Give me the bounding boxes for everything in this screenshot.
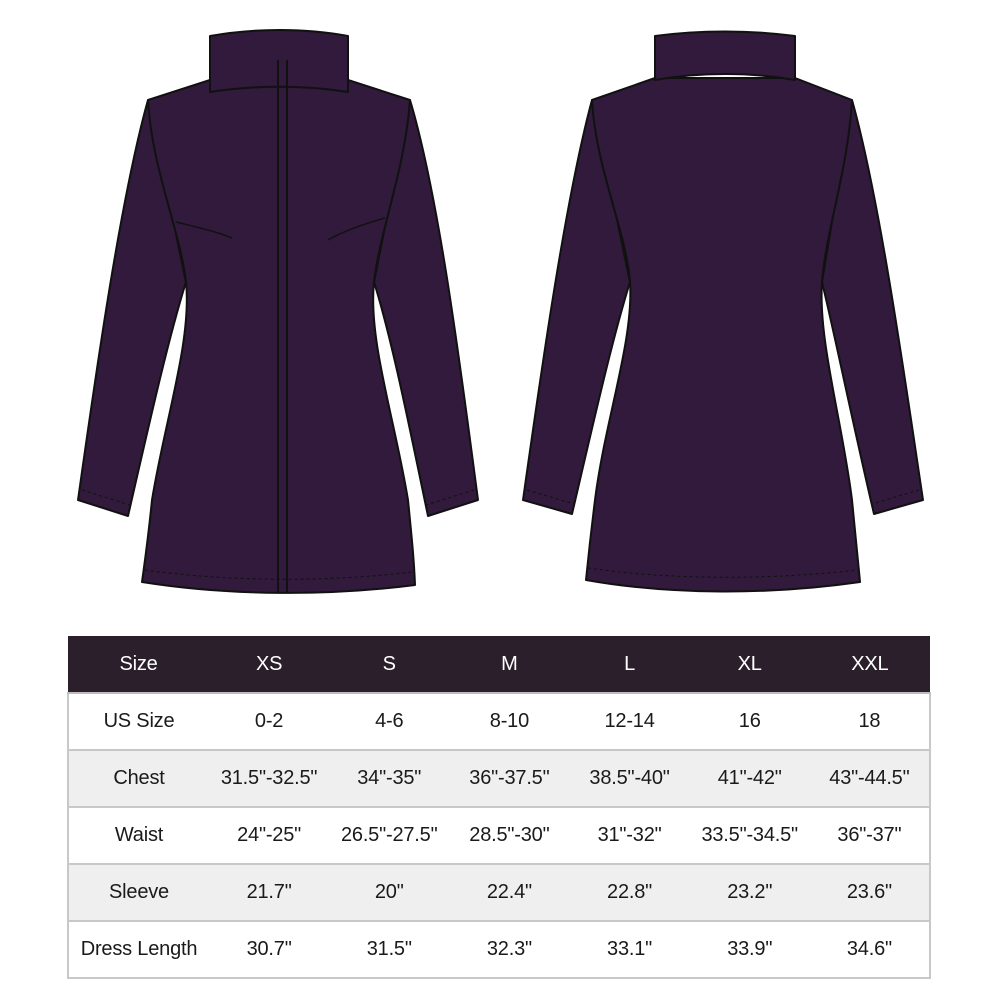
back-left-sleeve	[522, 99, 631, 515]
table-cell: 31.5"	[329, 921, 450, 979]
table-row: Sleeve 21.7" 20" 22.4" 22.8" 23.2" 23.6"	[67, 864, 932, 922]
back-collar	[654, 30, 796, 81]
table-cell: 26.5"-27.5"	[329, 807, 450, 865]
front-left-sleeve	[77, 99, 187, 517]
table-row: Waist 24"-25" 26.5"-27.5" 28.5"-30" 31"-32" 3…	[67, 807, 932, 865]
header-cell: M	[449, 636, 570, 694]
table-cell: 32.3"	[449, 921, 570, 979]
garment-illustrations	[77, 29, 924, 594]
table-cell: 23.2"	[689, 864, 810, 922]
front-stitching	[81, 489, 475, 580]
table-cell: 22.4"	[449, 864, 570, 922]
header-cell: XXL	[809, 636, 930, 694]
header-cell: XL	[689, 636, 810, 694]
table-cell: 36"-37"	[809, 807, 932, 865]
table-cell: 41"-42"	[689, 750, 810, 808]
header-cell: S	[329, 636, 450, 694]
front-darts	[175, 217, 386, 241]
back-body	[585, 77, 861, 593]
table-cell: 18	[809, 693, 932, 751]
table-cell: 33.9"	[689, 921, 810, 979]
table-cell: 34.6"	[809, 921, 932, 979]
table-cell: 43"-44.5"	[809, 750, 932, 808]
header-cell: XS	[209, 636, 330, 694]
table-cell: 0-2	[209, 693, 330, 751]
table-cell: 38.5"-40"	[569, 750, 690, 808]
table-cell: 33.5"-34.5"	[689, 807, 810, 865]
size-chart-table: Size XS S M L XL XXL US Size 0-2 4-6 8-10 12…	[67, 636, 932, 979]
row-label: Chest	[67, 750, 209, 808]
table-cell: 20"	[329, 864, 450, 922]
table-row: US Size 0-2 4-6 8-10 12-14 16 18	[67, 693, 932, 751]
table-cell: 24"-25"	[209, 807, 330, 865]
table-cell: 28.5"-30"	[449, 807, 570, 865]
row-label: Sleeve	[67, 864, 209, 922]
table-cell: 22.8"	[569, 864, 690, 922]
table-row: Chest 31.5"-32.5" 34"-35" 36"-37.5" 38.5"-40…	[67, 750, 932, 808]
table-cell: 12-14	[569, 693, 690, 751]
table-cell: 4-6	[329, 693, 450, 751]
table-cell: 21.7"	[209, 864, 330, 922]
table-cell: 34"-35"	[329, 750, 450, 808]
table-cell: 8-10	[449, 693, 570, 751]
coat-back-view	[522, 30, 924, 593]
row-label: Dress Length	[67, 921, 209, 979]
table-cell: 31.5"-32.5"	[209, 750, 330, 808]
table-cell: 33.1"	[569, 921, 690, 979]
size-chart-header-row: Size XS S M L XL XXL	[68, 636, 930, 694]
back-stitching	[526, 489, 920, 578]
header-cell: L	[569, 636, 690, 694]
table-cell: 31"-32"	[569, 807, 690, 865]
front-right-sleeve	[373, 99, 479, 517]
table-cell: 36"-37.5"	[449, 750, 570, 808]
back-right-sleeve	[821, 99, 924, 515]
table-cell: 30.7"	[209, 921, 330, 979]
table-cell: 16	[689, 693, 810, 751]
coat-front-view	[77, 29, 479, 594]
table-cell: 23.6"	[809, 864, 932, 922]
header-cell: Size	[68, 636, 209, 694]
table-row: Dress Length 30.7" 31.5" 32.3" 33.1" 33.9" 34.…	[67, 921, 932, 979]
row-label: US Size	[67, 693, 209, 751]
front-zipper	[277, 60, 288, 592]
row-label: Waist	[67, 807, 209, 865]
